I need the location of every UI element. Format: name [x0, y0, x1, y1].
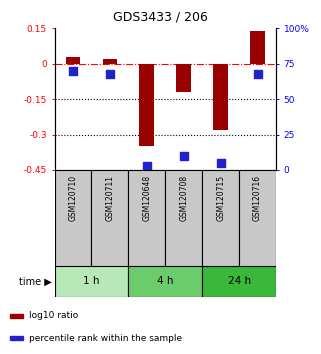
Bar: [140, 64, 154, 146]
Text: GDS3433 / 206: GDS3433 / 206: [113, 11, 208, 24]
Point: [255, 71, 260, 76]
Bar: [177, 64, 191, 92]
Bar: [213, 64, 228, 130]
Bar: [10, 314, 23, 318]
Bar: [202, 266, 276, 297]
Point: [71, 68, 76, 74]
Point: [144, 163, 150, 169]
Bar: [66, 57, 81, 64]
Text: GSM120710: GSM120710: [68, 175, 78, 221]
Text: GSM120715: GSM120715: [216, 175, 225, 221]
Text: time ▶: time ▶: [19, 276, 51, 286]
Bar: [239, 170, 276, 266]
Point: [181, 153, 187, 159]
Text: log10 ratio: log10 ratio: [29, 312, 78, 320]
Point: [107, 71, 113, 76]
Text: GSM120711: GSM120711: [105, 175, 115, 221]
Bar: [250, 31, 265, 64]
Bar: [10, 336, 23, 339]
Bar: [103, 59, 117, 64]
Text: 4 h: 4 h: [157, 276, 174, 286]
Text: GSM120716: GSM120716: [253, 175, 262, 221]
Bar: [128, 170, 165, 266]
Bar: [55, 170, 91, 266]
Text: 1 h: 1 h: [83, 276, 100, 286]
Text: 24 h: 24 h: [228, 276, 251, 286]
Bar: [202, 170, 239, 266]
Bar: [128, 266, 202, 297]
Bar: [91, 170, 128, 266]
Bar: [165, 170, 202, 266]
Text: GSM120708: GSM120708: [179, 175, 188, 221]
Text: GSM120648: GSM120648: [142, 175, 152, 221]
Point: [218, 160, 223, 166]
Text: percentile rank within the sample: percentile rank within the sample: [29, 333, 182, 343]
Bar: [55, 266, 128, 297]
